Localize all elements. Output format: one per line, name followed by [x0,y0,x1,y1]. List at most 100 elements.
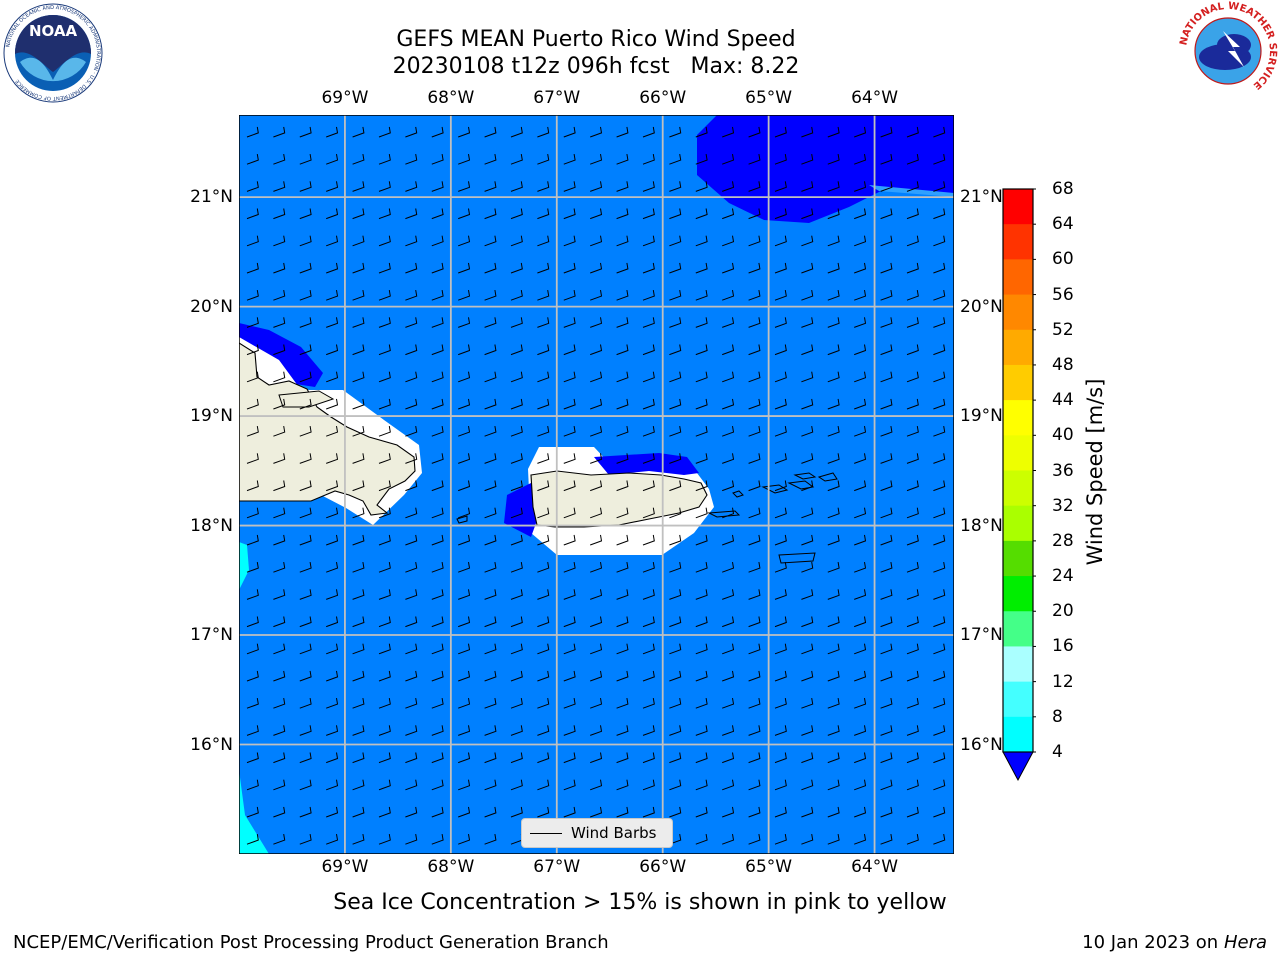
wind-barb [880,670,893,682]
wind-barb [906,371,919,383]
wind-barb [299,779,312,791]
colorbar [1002,188,1036,782]
wind-barb [722,317,735,328]
wind-barb [880,126,893,138]
wind-barb [431,181,444,192]
wind-barb [405,181,418,192]
colorbar-band [1003,435,1033,471]
wind-barb [405,670,418,682]
wind-barb [722,262,735,274]
wind-barb [510,616,523,628]
wind-barb [906,698,919,709]
wind-barbs-legend: Wind Barbs [521,818,673,848]
wind-barb [722,752,735,764]
wind-barb [669,698,682,709]
wind-barb [616,698,629,709]
wind-barb [378,534,391,546]
wind-barb [854,480,867,492]
wind-barb [352,670,365,682]
wind-barb [246,208,259,220]
wind-barb [880,589,893,600]
wind-barb [273,534,286,546]
wind-barb [880,834,893,845]
lon-label-top: 68°W [427,88,475,108]
wind-barb [748,426,761,437]
wind-barb [695,562,708,573]
wind-barb [616,398,629,410]
wind-barb [695,371,708,383]
wind-barb [801,670,814,682]
wind-barb [537,317,550,328]
colorbar-tick-label: 44 [1052,390,1074,411]
wind-barb [246,371,259,383]
wind-barb [590,453,603,464]
wind-barb [616,725,629,736]
wind-barb [827,725,840,736]
wind-barb [880,398,893,410]
wind-barb [378,262,391,274]
wind-barb [906,562,919,573]
wind-barb [326,208,339,220]
wind-barb [273,317,286,328]
colorbar-band [1003,470,1033,507]
wind-barb [563,616,576,628]
colorbar-tick-label: 24 [1052,566,1074,587]
colorbar-tick-label: 28 [1052,530,1074,551]
wind-barb [880,317,893,328]
wind-barb [352,779,365,791]
wind-barb [801,344,814,356]
colorbar-band [1003,294,1033,331]
wind-barb [378,290,391,301]
wind-barb [458,154,471,165]
wind-barb [590,262,603,274]
lon-label-bottom: 67°W [533,857,581,877]
wind-barb [510,670,523,682]
land-virgin-islands [761,472,838,494]
lon-label-top: 69°W [321,88,369,108]
wind-barb [774,181,787,192]
wind-barb [590,126,603,138]
wind-barb [484,371,497,383]
wind-barb [722,806,735,818]
land-st-croix [778,552,816,564]
wind-barb [537,290,550,301]
wind-barb [748,344,761,356]
wind-barb [669,262,682,274]
noaa-logo: NOAA NATIONAL OCEANIC AND ATMOSPHERIC AD… [3,3,103,103]
wind-barb [933,453,946,464]
wind-barb [484,752,497,764]
wind-barb [510,507,523,519]
wind-barb [299,344,312,356]
wind-barb [854,398,867,410]
wind-barb [590,398,603,410]
wind-barb [642,725,655,736]
wind-barb [510,317,523,328]
land-tortuga [278,390,335,408]
wind-barb [326,616,339,628]
wind-barb [378,371,391,383]
wind-barb [431,126,444,138]
lat-label-left: 21°N [190,187,233,208]
wind-barb [695,670,708,682]
wind-barb [352,344,365,356]
wind-barb [378,208,391,220]
wind-barb [722,290,735,301]
wind-barb [326,589,339,600]
wind-barb [642,480,655,492]
wind-barb [854,507,867,519]
wind-barb [484,154,497,165]
wind-barb [933,643,946,655]
wind-barb [590,779,603,791]
wind-barb [484,290,497,301]
wind-barb [616,643,629,655]
colorbar-band [1003,364,1033,401]
wind-barb [326,453,339,464]
wind-barb [510,235,523,247]
wind-barb [827,562,840,573]
wind-barb [484,344,497,356]
wind-barb [273,398,286,410]
wind-barb [906,534,919,546]
wind-barb [616,344,629,356]
wind-barb [273,698,286,709]
wind-barb [246,181,259,192]
